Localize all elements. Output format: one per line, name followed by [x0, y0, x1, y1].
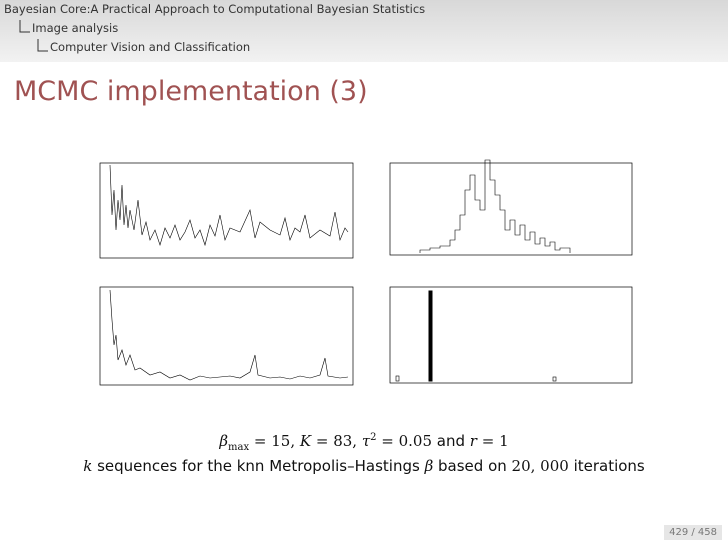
math: max: [228, 442, 250, 453]
histogram-bottom: [395, 290, 557, 382]
math: = 83,: [311, 432, 362, 450]
text: sequences for the knn Metropolis–Hasting…: [92, 457, 425, 475]
math: k: [83, 457, 93, 475]
math: 20, 000: [511, 457, 569, 475]
math: = 0.05: [376, 432, 433, 450]
math: = 1: [476, 432, 509, 450]
subsection: Image analysis: [32, 21, 119, 35]
plot-frames: [99, 162, 633, 386]
page-number: 429 / 458: [664, 525, 722, 540]
text: and: [432, 432, 470, 450]
section: Bayesian Core:A Practical Approach to Co…: [4, 2, 426, 16]
trace-top: [109, 164, 349, 247]
math: r: [469, 432, 477, 450]
trace-bottom: [109, 289, 349, 381]
math: K: [299, 432, 312, 450]
histogram-top: [419, 159, 571, 253]
math: = 15,: [249, 432, 300, 450]
slide-title: MCMC implementation (3): [14, 76, 368, 107]
header: Bayesian Core:A Practical Approach to Co…: [0, 0, 728, 62]
math: β: [424, 457, 434, 475]
math: β: [219, 432, 229, 450]
math: 2: [370, 432, 377, 443]
text: based on: [433, 457, 512, 475]
text: iterations: [568, 457, 645, 475]
tree-lines: [19, 20, 48, 52]
caption-line: βmax = 15, K = 83, τ2 = 0.05 and r = 1: [0, 432, 728, 453]
caption-line: k sequences for the knn Metropolis–Hasti…: [0, 457, 728, 475]
math: τ: [361, 432, 371, 450]
subsubsection: Computer Vision and Classification: [50, 40, 251, 54]
